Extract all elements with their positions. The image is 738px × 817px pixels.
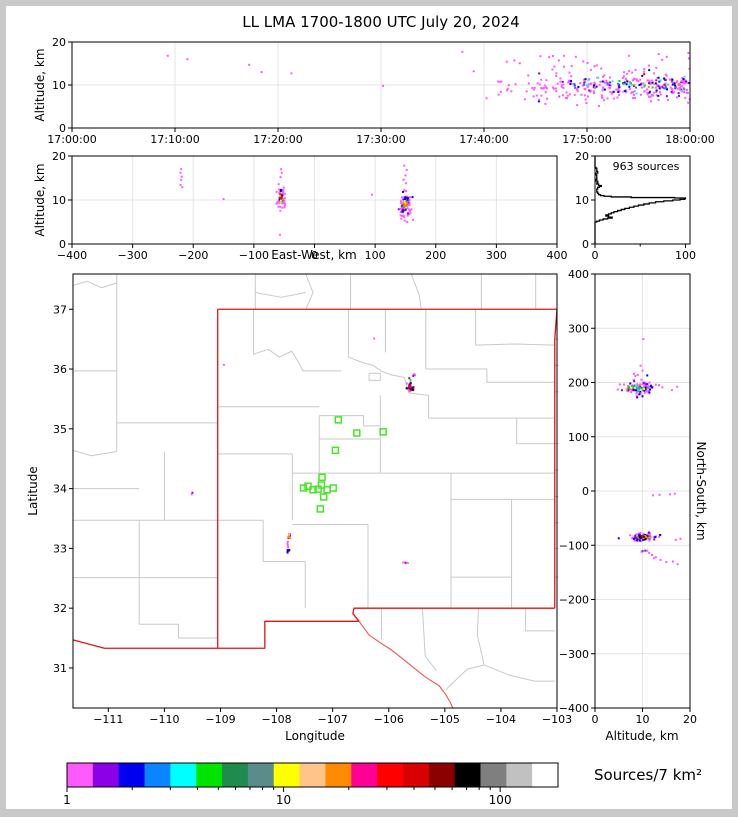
- svg-text:−108: −108: [261, 713, 291, 726]
- ew-panel-ylabel: Altitude, km: [33, 163, 47, 237]
- svg-text:31: 31: [53, 662, 67, 675]
- svg-text:17:50:00: 17:50:00: [562, 133, 611, 146]
- svg-text:0: 0: [582, 238, 589, 251]
- time_height-points: [166, 50, 691, 108]
- svg-text:−300: −300: [118, 249, 148, 262]
- colorbar-label: Sources/7 km²: [594, 766, 703, 784]
- map-county-lines: [72, 273, 559, 690]
- map-state-border: [72, 308, 558, 649]
- svg-text:10: 10: [276, 793, 291, 807]
- svg-text:−103: −103: [542, 713, 572, 726]
- svg-text:−104: −104: [486, 713, 516, 726]
- ns-panel-ylabel: North-South, km: [694, 441, 708, 541]
- svg-text:1: 1: [63, 793, 71, 807]
- svg-text:100: 100: [675, 249, 696, 262]
- svg-text:10: 10: [575, 194, 589, 207]
- plan_map-points: [190, 337, 416, 565]
- svg-text:17:40:00: 17:40:00: [459, 133, 508, 146]
- time_height-axes: 17:00:00 17:10:00 17:20:00 17:30:00 17:40:00…: [47, 36, 714, 146]
- svg-text:100: 100: [365, 249, 386, 262]
- svg-text:20: 20: [683, 713, 697, 726]
- svg-text:−105: −105: [430, 713, 460, 726]
- svg-text:−106: −106: [374, 713, 404, 726]
- ns_height-grid: [595, 274, 690, 708]
- svg-text:100: 100: [489, 793, 512, 807]
- ew-panel-xlabel: East-West, km: [271, 248, 357, 262]
- svg-text:300: 300: [486, 249, 507, 262]
- figure-canvas: [6, 6, 732, 809]
- svg-text:−200: −200: [178, 249, 208, 262]
- svg-text:37: 37: [53, 303, 67, 316]
- map-xlabel: Longitude: [285, 729, 345, 743]
- svg-text:0: 0: [592, 713, 599, 726]
- svg-text:0: 0: [311, 249, 318, 262]
- svg-text:400: 400: [547, 249, 568, 262]
- svg-text:36: 36: [53, 363, 67, 376]
- histogram-source-count: 963 sources: [612, 160, 680, 173]
- svg-text:20: 20: [52, 150, 66, 163]
- colorbar: 1 10 100: [63, 762, 559, 807]
- map-lma-stations: [299, 416, 387, 513]
- svg-text:−400: −400: [57, 249, 87, 262]
- map-ylabel: Latitude: [26, 466, 40, 516]
- svg-text:−111: −111: [93, 713, 123, 726]
- plan_map-axes: −111 −110 −109 −108 −107 −106 −105 −104 −103 31 32…: [53, 273, 572, 726]
- svg-text:32: 32: [53, 602, 67, 615]
- svg-text:−107: −107: [318, 713, 348, 726]
- svg-text:200: 200: [568, 377, 589, 390]
- svg-text:−100: −100: [239, 249, 269, 262]
- svg-text:17:00:00: 17:00:00: [47, 133, 96, 146]
- svg-text:−400: −400: [559, 702, 589, 715]
- svg-text:17:10:00: 17:10:00: [150, 133, 199, 146]
- svg-text:33: 33: [53, 542, 67, 555]
- ew_height-axes: −400 −300 −200 −100 0 100 200 300 400 0 10 20: [52, 150, 568, 262]
- svg-text:17:20:00: 17:20:00: [253, 133, 302, 146]
- ns-panel-xlabel: Altitude, km: [605, 729, 679, 743]
- svg-text:17:30:00: 17:30:00: [356, 133, 405, 146]
- svg-text:20: 20: [575, 150, 589, 163]
- altitude-histogram-line: [594, 156, 687, 244]
- svg-text:34: 34: [53, 483, 67, 496]
- svg-text:0: 0: [59, 122, 66, 135]
- svg-text:400: 400: [568, 268, 589, 281]
- svg-text:10: 10: [52, 79, 66, 92]
- time-panel-ylabel: Altitude, km: [33, 48, 47, 122]
- svg-text:18:00:00: 18:00:00: [665, 133, 714, 146]
- figure-title: LL LMA 1700-1800 UTC July 20, 2024: [242, 13, 520, 31]
- svg-text:0: 0: [582, 485, 589, 498]
- svg-text:100: 100: [568, 431, 589, 444]
- svg-text:300: 300: [568, 322, 589, 335]
- svg-text:0: 0: [592, 249, 599, 262]
- ns_height-axes: 0 10 20 400 300 200 100 0 −100 −200 −300 −400: [559, 268, 697, 726]
- ew_height-points: [179, 164, 415, 236]
- svg-text:−300: −300: [559, 648, 589, 661]
- svg-text:0: 0: [59, 238, 66, 251]
- svg-text:200: 200: [425, 249, 446, 262]
- svg-text:−100: −100: [559, 539, 589, 552]
- ew_height-grid: [72, 156, 557, 244]
- svg-text:−109: −109: [205, 713, 235, 726]
- svg-text:−200: −200: [559, 594, 589, 607]
- svg-text:35: 35: [53, 423, 67, 436]
- alt_histogram-axes: 0 100 0 10 20: [575, 150, 696, 262]
- svg-text:10: 10: [636, 713, 650, 726]
- svg-text:−110: −110: [149, 713, 179, 726]
- svg-text:10: 10: [52, 194, 66, 207]
- ns_height-points: [616, 338, 682, 566]
- time_height-grid: [72, 42, 690, 128]
- map-mexico-border: [358, 620, 454, 709]
- svg-text:20: 20: [52, 36, 66, 49]
